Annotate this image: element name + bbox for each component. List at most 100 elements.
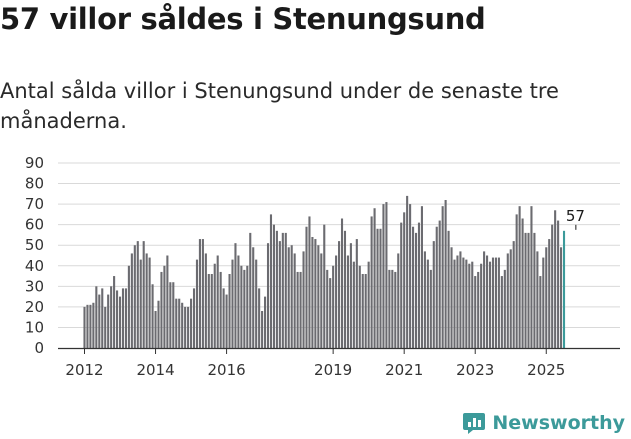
bar (343, 230, 347, 348)
bar (190, 298, 193, 348)
bar (373, 208, 376, 348)
bar (441, 206, 444, 348)
annotation-label: 57 (566, 207, 585, 225)
bar (113, 276, 116, 348)
bar (175, 298, 178, 348)
bar (435, 226, 438, 348)
annotations: 57 (566, 207, 585, 230)
bar (548, 239, 551, 348)
bar (89, 304, 92, 348)
bar (503, 269, 506, 348)
bar (509, 249, 512, 348)
bar (530, 206, 533, 348)
bar (474, 276, 477, 348)
bar (290, 245, 293, 348)
bar (207, 274, 210, 348)
bar (166, 255, 169, 348)
bar (151, 284, 154, 348)
bar (104, 306, 107, 348)
y-tick-label: 0 (34, 339, 44, 357)
bar (163, 265, 166, 348)
bar (154, 311, 157, 348)
bar (355, 239, 358, 348)
bar (329, 278, 332, 348)
bar (302, 251, 305, 348)
bar (332, 265, 335, 348)
bar (133, 245, 136, 348)
bar (121, 288, 125, 348)
bar (116, 290, 119, 348)
bar (308, 216, 311, 348)
bar (533, 232, 536, 348)
bar (560, 247, 563, 348)
bar (314, 239, 317, 348)
bar (92, 302, 95, 348)
bar (284, 232, 287, 348)
bar (261, 311, 264, 348)
bar (118, 296, 122, 348)
bar (500, 276, 503, 348)
bar (515, 214, 518, 348)
bar (252, 247, 255, 348)
bar (349, 243, 352, 348)
bar (444, 200, 447, 348)
y-tick-label: 80 (25, 175, 44, 193)
bar (471, 261, 474, 348)
bar (545, 247, 548, 348)
bar (172, 282, 175, 348)
x-axis-ticks: 2012 2014 2016 2019 2021 2023 2025 (65, 348, 565, 379)
bar (231, 259, 234, 348)
x-tick-label: 2016 (207, 361, 245, 379)
bar (554, 210, 557, 348)
bar (145, 253, 148, 348)
bar (338, 241, 341, 348)
bar (136, 241, 139, 348)
bar (219, 271, 222, 348)
bar (417, 222, 421, 348)
bar (488, 261, 492, 348)
bar (414, 232, 418, 348)
bar (160, 271, 163, 348)
bar (340, 218, 344, 348)
bar (468, 263, 471, 348)
bar (110, 286, 113, 348)
bar (364, 274, 367, 348)
bar (222, 288, 225, 348)
bar (317, 245, 320, 348)
bar (148, 257, 151, 348)
bar (124, 288, 127, 348)
x-tick-label: 2014 (136, 361, 174, 379)
bar (483, 251, 486, 348)
bar (361, 274, 364, 348)
bar (181, 302, 184, 348)
bar (420, 206, 423, 348)
bar (521, 218, 524, 348)
bar (394, 271, 397, 348)
bar (456, 255, 459, 348)
bar (462, 257, 465, 348)
bar (409, 204, 412, 348)
bar (258, 288, 261, 348)
bar (447, 230, 450, 348)
bar (204, 253, 207, 348)
bar (192, 288, 196, 348)
bar (320, 253, 323, 348)
bar (246, 265, 249, 348)
bar (524, 232, 527, 348)
bar (335, 255, 338, 348)
y-tick-label: 10 (25, 318, 44, 336)
y-tick-label: 70 (25, 195, 44, 213)
bar (527, 232, 530, 348)
bar (379, 228, 382, 348)
bar (240, 265, 243, 348)
bar (403, 212, 406, 348)
brand-logo: Newsworthy (462, 411, 625, 435)
bar (551, 224, 554, 348)
bar (305, 226, 308, 348)
bar (213, 263, 216, 348)
bar (352, 261, 355, 348)
bar (542, 257, 545, 348)
bar (237, 255, 240, 348)
bar (491, 257, 495, 348)
bar (497, 257, 500, 348)
